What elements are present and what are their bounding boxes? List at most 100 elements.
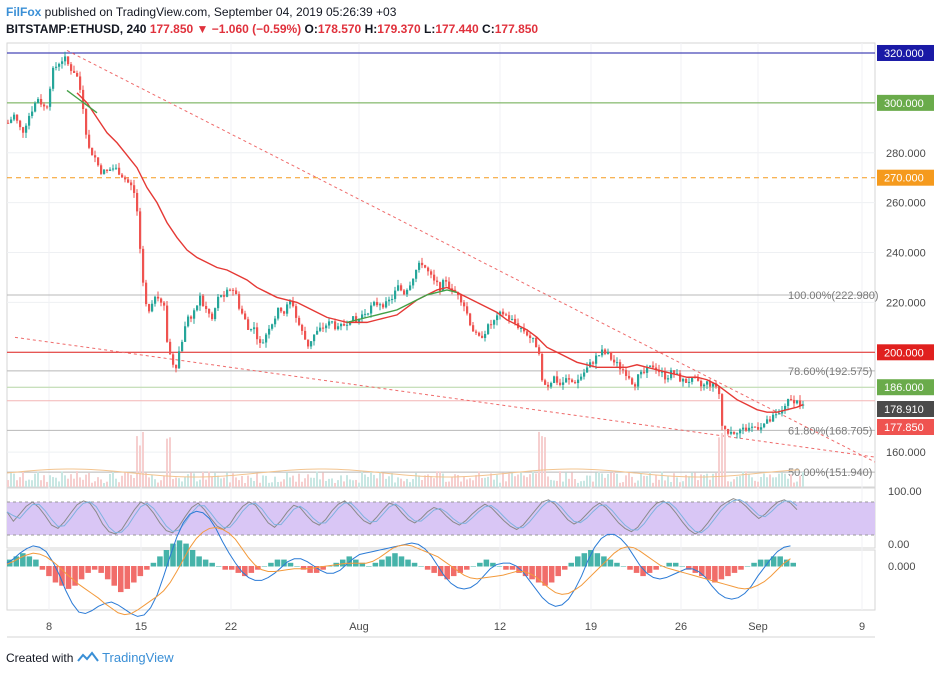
tradingview-logo-icon bbox=[76, 651, 99, 662]
volume-bar bbox=[757, 481, 759, 487]
candle-body bbox=[229, 289, 232, 291]
candle-body bbox=[700, 380, 703, 387]
candle-body bbox=[736, 433, 739, 435]
volume-bar bbox=[598, 471, 600, 487]
volume-bar bbox=[175, 477, 177, 487]
volume-bar bbox=[250, 477, 252, 487]
volume-bar bbox=[751, 477, 753, 487]
price-tags: 320.000 300.000 270.000 200.000 186.000 178.9… bbox=[877, 44, 934, 435]
symbol-label[interactable]: BITSTAMP:ETHUSD, 240 bbox=[6, 22, 147, 36]
macd-histogram-bar bbox=[209, 562, 215, 567]
candle-body bbox=[238, 294, 241, 309]
publisher-name[interactable]: FilFox bbox=[6, 5, 42, 19]
volume-bar bbox=[262, 475, 264, 487]
price-pane-frame bbox=[6, 42, 876, 488]
volume-bar bbox=[31, 480, 33, 487]
tradingview-link[interactable]: TradingView bbox=[102, 650, 174, 665]
candle-body bbox=[226, 289, 229, 297]
macd-histogram-bar bbox=[379, 559, 385, 567]
candle-body bbox=[586, 367, 589, 373]
candle-body bbox=[742, 427, 745, 430]
volume-bar bbox=[346, 475, 348, 487]
candle-body bbox=[49, 88, 52, 107]
volume-bar bbox=[337, 480, 339, 487]
volume-bar bbox=[784, 473, 786, 487]
volume-bar bbox=[112, 471, 114, 487]
volume-bar bbox=[607, 473, 609, 487]
candle-body bbox=[370, 305, 373, 314]
macd-histogram-bar bbox=[431, 566, 437, 573]
candle-body bbox=[277, 307, 280, 319]
volume-bar bbox=[517, 474, 519, 487]
volume-bar bbox=[181, 481, 183, 487]
volume-bar bbox=[769, 474, 771, 487]
volume-bar bbox=[382, 473, 384, 487]
volume-bar bbox=[151, 474, 153, 487]
macd-histogram-bar bbox=[783, 559, 790, 567]
macd-histogram-bar bbox=[326, 566, 333, 567]
candle-body bbox=[184, 326, 187, 342]
volume-bar bbox=[373, 474, 375, 487]
volume-bar bbox=[724, 430, 726, 487]
candle-body bbox=[136, 192, 139, 212]
candle-body bbox=[595, 355, 598, 364]
x-tick-label: 26 bbox=[675, 621, 687, 633]
volume-bar bbox=[556, 480, 558, 487]
volume-bar bbox=[475, 475, 477, 487]
macd-histogram-bar bbox=[366, 566, 372, 567]
candle-body bbox=[415, 269, 418, 279]
volume-bar bbox=[436, 471, 438, 487]
created-with-label: Created with bbox=[6, 651, 74, 665]
macd-histogram-bar bbox=[26, 556, 33, 567]
volume-bar bbox=[541, 436, 543, 487]
volume-bar bbox=[529, 474, 531, 487]
macd-histogram-bar bbox=[144, 566, 150, 570]
candle-body bbox=[160, 298, 163, 303]
macd-histogram-bar bbox=[731, 566, 738, 573]
candle-body bbox=[325, 325, 328, 329]
volume-bar bbox=[490, 473, 492, 487]
candle-body bbox=[10, 119, 13, 123]
candle-body bbox=[781, 410, 784, 414]
volume-bar bbox=[670, 481, 672, 487]
volume-bar bbox=[682, 481, 684, 487]
volume-bar bbox=[637, 480, 639, 487]
volume-bar bbox=[499, 482, 501, 487]
volume-bar bbox=[67, 478, 69, 487]
macd-histogram-bar bbox=[718, 566, 725, 580]
volume-bar bbox=[454, 474, 456, 487]
x-tick-label: 12 bbox=[494, 621, 506, 633]
candle-body bbox=[409, 285, 412, 290]
volume-bar bbox=[319, 479, 321, 487]
candle-body bbox=[43, 104, 46, 107]
macd-histogram-bar bbox=[555, 566, 561, 577]
volume-bar bbox=[40, 480, 42, 487]
candle-body bbox=[151, 303, 154, 312]
candle-body bbox=[685, 379, 688, 383]
candle-body bbox=[340, 324, 343, 327]
candle-body bbox=[106, 169, 109, 171]
volume-bar bbox=[187, 474, 189, 487]
macd-histogram-bar bbox=[392, 553, 398, 567]
candle-body bbox=[61, 61, 64, 64]
candle-body bbox=[178, 351, 181, 369]
candle-body bbox=[112, 168, 115, 170]
candle-body bbox=[520, 327, 523, 329]
last-price-b-tag bbox=[877, 419, 934, 435]
volume-bar bbox=[619, 482, 621, 487]
macd-histogram-bar bbox=[757, 559, 764, 567]
candle-body bbox=[334, 321, 337, 330]
candle-body bbox=[601, 349, 604, 356]
volume-bar bbox=[694, 472, 696, 487]
volume-bar bbox=[385, 478, 387, 487]
candle-body bbox=[166, 305, 169, 342]
volume-bar bbox=[220, 478, 222, 487]
candle-body bbox=[37, 98, 40, 104]
macd-histogram-bar bbox=[294, 566, 300, 567]
macd-histogram-bar bbox=[287, 562, 294, 567]
volume-bar bbox=[136, 436, 138, 487]
volume-bar bbox=[583, 480, 585, 487]
rsi-tick-100: 100.00 bbox=[888, 486, 922, 498]
volume-bar bbox=[298, 473, 300, 487]
